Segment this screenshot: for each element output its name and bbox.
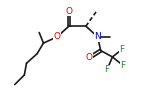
- Text: N: N: [94, 32, 101, 41]
- Text: F: F: [104, 65, 110, 74]
- Text: F: F: [120, 61, 126, 70]
- Text: F: F: [119, 45, 125, 54]
- Text: O: O: [86, 53, 93, 62]
- Text: O: O: [65, 7, 72, 16]
- Text: O: O: [54, 32, 61, 41]
